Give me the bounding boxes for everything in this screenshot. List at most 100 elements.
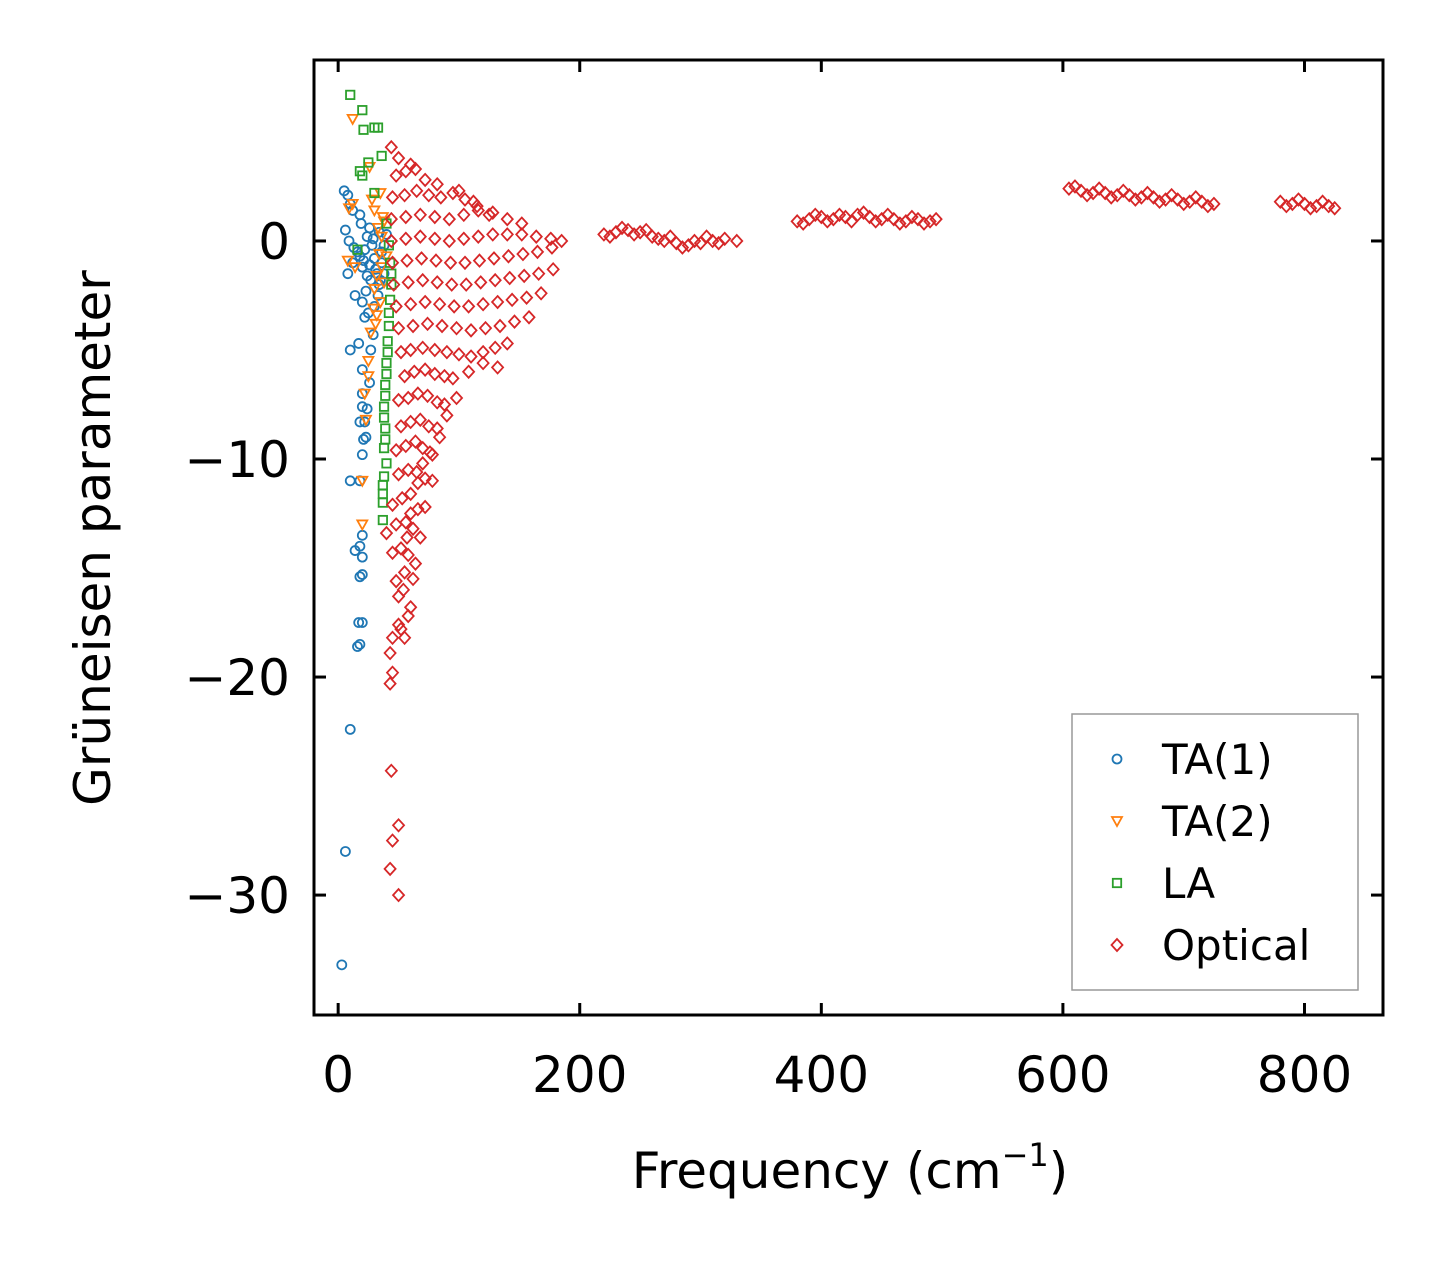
data-point-optical: [435, 318, 449, 334]
data-point-optical: [1327, 200, 1342, 216]
data-point-optical: [385, 665, 400, 681]
data-point-optical: [530, 244, 545, 260]
data-point-optical: [384, 233, 399, 249]
data-point-optical: [389, 168, 403, 183]
data-point-optical: [452, 347, 466, 362]
data-point-ta-2: [376, 212, 390, 224]
data-point-optical: [881, 207, 895, 223]
data-point-ta-1: [356, 529, 368, 541]
data-point-optical: [529, 229, 543, 244]
data-point-la: [380, 434, 391, 445]
data-point-la: [357, 170, 368, 181]
data-point-optical: [790, 214, 804, 229]
data-point-la: [352, 244, 363, 255]
data-point-optical: [923, 214, 937, 229]
data-point-ta-1: [356, 569, 368, 580]
data-point-ta-2: [355, 519, 369, 532]
data-point-optical: [515, 227, 529, 242]
data-point-optical: [554, 233, 569, 249]
data-point-la: [345, 89, 356, 100]
data-point-optical: [385, 630, 400, 646]
data-point-ta-1: [366, 239, 378, 251]
data-point-optical: [490, 360, 505, 375]
data-point-ta-2: [361, 355, 375, 368]
data-point-la: [378, 412, 390, 423]
data-point-optical: [403, 599, 418, 615]
data-point-optical: [403, 486, 418, 502]
data-point-optical: [413, 530, 428, 545]
data-point-optical: [458, 192, 472, 207]
data-point-optical: [437, 368, 452, 384]
data-point-ta-2: [372, 249, 386, 261]
data-point-optical: [546, 261, 560, 277]
data-point-optical: [663, 229, 678, 244]
data-point-optical: [430, 275, 444, 290]
data-point-optical: [687, 233, 702, 249]
data-point-ta-2: [371, 222, 385, 235]
data-point-optical: [1303, 200, 1318, 216]
data-point-ta-1: [364, 222, 375, 234]
data-point-optical: [534, 285, 548, 301]
data-point-optical: [446, 371, 460, 386]
data-point-optical: [400, 253, 414, 268]
data-point-ta-1: [354, 638, 366, 650]
data-point-optical: [452, 183, 466, 199]
data-point-optical: [391, 589, 406, 604]
data-point-optical: [432, 296, 447, 312]
data-point-optical: [486, 205, 500, 220]
data-point-optical: [929, 211, 943, 227]
data-point-optical: [482, 207, 496, 223]
data-point-optical: [1140, 185, 1155, 201]
data-point-ta-1: [356, 296, 368, 308]
x-axis-title: Frequency (cm−1): [632, 1136, 1069, 1200]
data-point-optical: [385, 255, 400, 271]
data-point-optical: [400, 530, 414, 545]
data-point-ta-2: [361, 371, 375, 384]
data-point-optical: [384, 211, 399, 227]
data-point-ta-1: [355, 218, 367, 229]
data-point-optical: [471, 229, 485, 244]
data-point-optical: [428, 231, 442, 247]
data-point-optical: [446, 185, 460, 201]
data-point-la: [378, 443, 390, 454]
data-point-la: [377, 497, 388, 508]
legend-marker-optical: [1110, 937, 1124, 953]
data-point-optical: [396, 582, 411, 598]
data-point-optical: [472, 253, 487, 268]
data-point-optical: [517, 268, 531, 284]
data-point-la: [381, 458, 392, 469]
data-point-ta-1: [352, 641, 363, 652]
data-point-optical: [1279, 198, 1294, 214]
data-point-ta-2: [346, 113, 360, 126]
data-point-optical: [1068, 179, 1082, 194]
data-point-optical: [516, 246, 530, 262]
data-point-ta-1: [344, 344, 356, 356]
data-point-la: [383, 307, 394, 319]
data-point-ta-1: [356, 449, 368, 461]
data-point-la: [363, 157, 374, 168]
data-point-optical: [389, 573, 403, 589]
data-point-optical: [1176, 196, 1191, 212]
data-point-ta-1: [367, 233, 379, 245]
data-point-optical: [1164, 187, 1179, 203]
data-point-optical: [711, 235, 726, 251]
data-point-la: [382, 347, 393, 358]
plot-frame: [312, 58, 1385, 1017]
data-point-optical: [1201, 198, 1215, 214]
data-point-ta-1: [336, 959, 348, 971]
data-point-optical: [500, 227, 514, 242]
data-point-optical: [389, 517, 403, 532]
data-point-optical: [389, 299, 403, 314]
y-tick-label: −10: [184, 431, 290, 489]
data-point-optical: [394, 344, 408, 360]
data-point-optical: [418, 499, 432, 515]
data-point-la: [377, 514, 388, 526]
data-point-optical: [420, 388, 435, 404]
data-point-ta-1: [365, 344, 377, 356]
data-point-optical: [420, 316, 435, 332]
data-point-la: [386, 268, 397, 279]
data-point-optical: [406, 571, 420, 587]
data-point-optical: [699, 229, 714, 244]
data-point-optical: [449, 390, 464, 406]
data-point-ta-1: [354, 209, 366, 221]
